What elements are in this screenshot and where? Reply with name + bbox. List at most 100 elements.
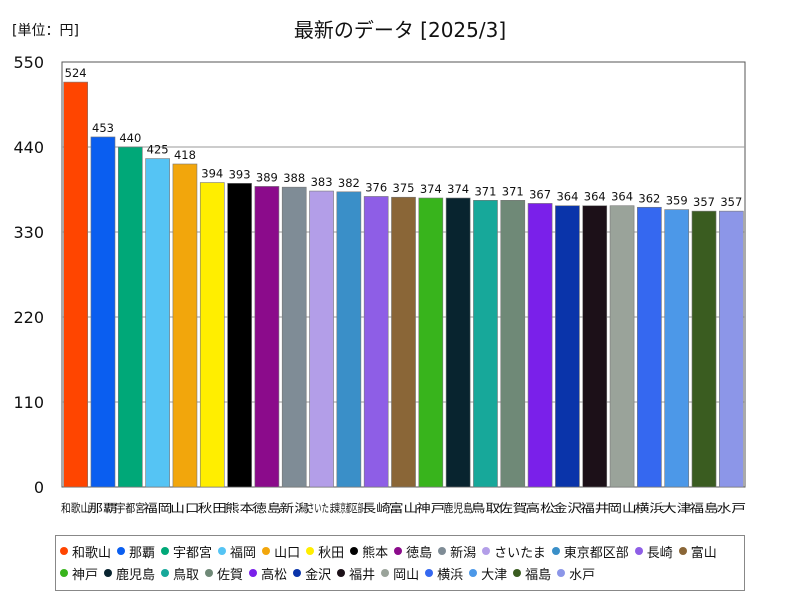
data-label: 374 (420, 182, 442, 196)
data-label: 359 (666, 194, 688, 208)
legend-swatch (104, 569, 113, 577)
legend-swatch (678, 547, 687, 555)
x-tick-label: 横浜 (635, 501, 665, 515)
unit-label: [単位：円] (12, 23, 79, 39)
legend-item: 山口 (262, 540, 300, 562)
legend-label: さいたま (494, 545, 546, 561)
legend-item: 熊本 (350, 540, 388, 562)
legend-item: 福井 (337, 562, 375, 584)
data-label: 371 (502, 184, 524, 198)
y-tick-label: 440 (13, 138, 44, 157)
bar (145, 158, 170, 488)
data-label: 364 (584, 190, 606, 204)
legend-item: 横浜 (425, 562, 463, 584)
data-label: 367 (529, 187, 551, 201)
legend-swatch (513, 569, 522, 577)
data-label: 376 (365, 180, 387, 194)
legend-swatch (381, 569, 390, 577)
legend-swatch (60, 569, 68, 577)
bar (527, 203, 553, 488)
legend-item: 鹿児島 (104, 562, 155, 584)
legend-label: 山口 (274, 545, 301, 561)
data-label: 383 (311, 175, 333, 189)
legend-item: 東京都区部 (551, 540, 629, 562)
bar (90, 136, 116, 488)
legend-label: 徳島 (406, 545, 433, 561)
bar (500, 200, 526, 488)
x-tick-label: 福岡 (143, 501, 172, 515)
legend-label: 宇都宮 (173, 545, 213, 561)
x-tick-label: 金沢 (553, 501, 583, 515)
legend-swatch (634, 547, 643, 555)
x-tick-label: 佐賀 (498, 501, 527, 515)
chart-title: 最新のデータ [2025/3] (293, 18, 507, 42)
legend-label: 神戸 (72, 567, 99, 583)
data-label: 389 (256, 170, 278, 184)
bar (199, 182, 225, 488)
data-label: 364 (611, 190, 633, 204)
legend-label: 鹿児島 (116, 567, 156, 583)
legend-item: 徳島 (394, 540, 432, 562)
legend-label: 福井 (349, 567, 376, 583)
bar-chart: 0 110 220 330 440 550 524 和歌山 453 那覇 440 宇都宮 425 福岡 41… (13, 53, 746, 515)
y-tick-label: 550 (13, 53, 44, 72)
legend-label: 福島 (525, 567, 552, 583)
legend-label: 横浜 (437, 567, 464, 583)
data-label: 374 (447, 182, 469, 196)
legend-item: 水戸 (557, 562, 595, 584)
bar (582, 205, 608, 488)
legend-item: 富山 (678, 540, 717, 562)
bar (445, 197, 471, 488)
x-tick-label: 熊本 (225, 501, 255, 515)
bar (63, 81, 88, 488)
bar (172, 163, 198, 488)
x-tick-label: さいたま (307, 501, 336, 515)
legend-label: 福岡 (230, 545, 257, 561)
legend-item: 福岡 (218, 540, 256, 562)
data-label: 375 (393, 181, 415, 195)
legend-label: 熊本 (362, 545, 389, 561)
data-label: 388 (283, 171, 305, 185)
legend-label: 富山 (690, 545, 717, 561)
legend-swatch (249, 569, 258, 577)
legend-swatch (117, 547, 126, 555)
legend-swatch (60, 547, 68, 555)
bar (227, 183, 252, 488)
bar (391, 196, 416, 488)
data-label: 425 (147, 143, 169, 157)
data-label: 357 (720, 195, 742, 209)
legend-item: 大津 (469, 562, 507, 584)
legend-swatch (262, 547, 271, 555)
legend-item: 岡山 (381, 562, 419, 584)
legend-swatch (306, 547, 315, 555)
x-tick-label: 鳥取 (471, 501, 501, 515)
legend-label: 金沢 (305, 567, 332, 583)
x-tick-label: 福島 (689, 501, 718, 515)
data-label: 382 (338, 176, 360, 190)
legend-item: 鳥取 (161, 562, 199, 584)
legend-swatch (425, 569, 434, 577)
legend-swatch (218, 547, 227, 555)
legend-label: 水戸 (569, 567, 596, 583)
bar (691, 210, 717, 488)
y-tick-label: 0 (34, 478, 44, 497)
x-tick-label: 新潟 (280, 501, 309, 515)
x-tick-label: 岡山 (607, 501, 636, 515)
legend-item: 秋田 (306, 540, 344, 562)
legend-label: 岡山 (393, 567, 420, 583)
legend-label: 秋田 (318, 545, 345, 561)
x-tick-label: 徳島 (252, 501, 281, 515)
data-label: 371 (474, 184, 496, 198)
legend-item: 佐賀 (205, 562, 243, 584)
x-tick-label: 高松 (525, 501, 554, 515)
data-label: 357 (693, 195, 715, 209)
legend-swatch (394, 547, 403, 555)
chart-legend: 和歌山 那覇 宇都宮 福岡 山口 秋田 熊本 徳島 新潟 さいたま 東京都区部 長崎 富山 神戸 鹿児島 鳥取… (55, 535, 745, 591)
legend-item: 和歌山 (60, 540, 111, 562)
bar (418, 197, 444, 488)
legend-label: 佐賀 (217, 567, 244, 583)
legend-swatch (337, 569, 346, 577)
legend-swatch (551, 547, 560, 555)
data-label: 418 (174, 148, 196, 162)
x-tick-label: 東京都区部 (334, 501, 363, 515)
